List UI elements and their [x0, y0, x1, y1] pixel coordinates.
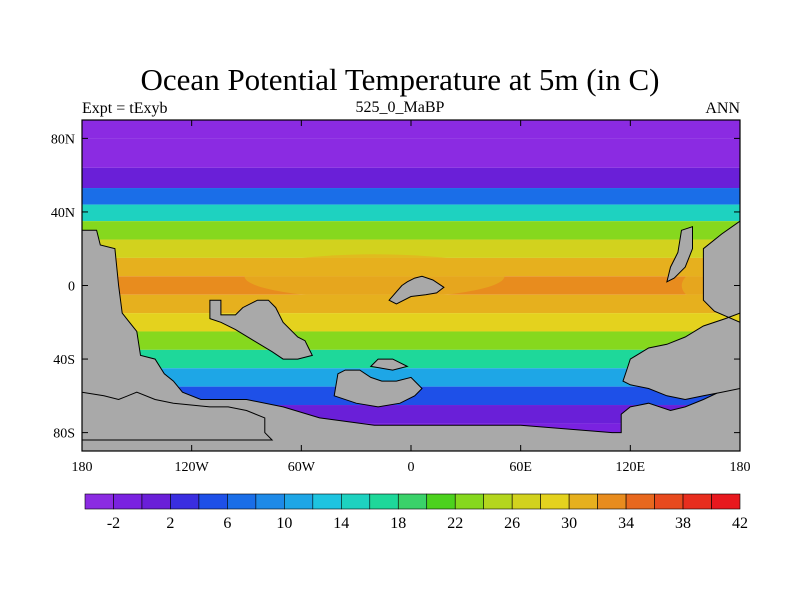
temperature-band: [82, 188, 740, 205]
land-mass: [209, 299, 314, 360]
y-tick-label: 0: [68, 280, 75, 295]
x-tick-label: 0: [408, 460, 415, 475]
colorbar-swatch: [540, 493, 570, 510]
colorbar-swatch: [198, 493, 228, 510]
colorbar-swatch: [170, 493, 200, 510]
y-tick-label: 80N: [51, 132, 75, 147]
land-mass: [82, 391, 274, 451]
x-tick-label: 180: [730, 460, 751, 475]
colorbar-swatch: [312, 493, 342, 510]
colorbar-swatch: [113, 493, 143, 510]
temperature-band: [82, 204, 740, 222]
land-mass: [388, 275, 445, 305]
temperature-band: [82, 349, 740, 369]
colorbar-swatch: [568, 493, 598, 510]
temperature-band: [82, 239, 740, 258]
warm-pool: [244, 254, 505, 299]
land-mass: [666, 226, 693, 283]
colorbar-swatch: [141, 493, 171, 510]
y-tick-label: 40N: [51, 206, 75, 221]
x-tick-label: 60E: [509, 460, 532, 475]
colorbar-swatch: [341, 493, 371, 510]
experiment-label: Expt = tExyb: [82, 100, 168, 117]
colorbar-label: 18: [390, 515, 406, 532]
colorbar-label: 34: [618, 515, 634, 532]
colorbar-label: 38: [675, 515, 691, 532]
colorbar-label: 2: [166, 515, 174, 532]
land-mass: [622, 220, 740, 401]
colorbar-label: 10: [276, 515, 292, 532]
colorbar-swatch: [597, 493, 627, 510]
x-tick-label: 60W: [288, 460, 316, 475]
colorbar-swatch: [454, 493, 484, 510]
chart-title: Ocean Potential Temperature at 5m (in C): [140, 62, 660, 97]
colorbar-swatch: [625, 493, 655, 510]
land-mass: [369, 358, 409, 371]
y-tick-label: 80S: [53, 427, 75, 442]
colorbar-label: 42: [732, 515, 748, 532]
colorbar-swatch: [682, 493, 712, 510]
x-tick-label: 120E: [616, 460, 646, 475]
season-label: ANN: [705, 100, 740, 117]
temperature-band: [82, 120, 740, 139]
colorbar-swatch: [227, 493, 257, 510]
colorbar-swatch: [483, 493, 513, 510]
temperature-band: [82, 313, 740, 332]
colorbar-swatch: [369, 493, 399, 510]
colorbar-swatch: [284, 493, 314, 510]
colorbar-swatch: [255, 493, 285, 510]
x-tick-label: 120W: [175, 460, 210, 475]
colorbar-label: 30: [561, 515, 577, 532]
colorbar-swatch: [84, 493, 114, 510]
colorbar-label: 14: [333, 515, 349, 532]
colorbar-swatch: [397, 493, 428, 510]
colorbar-label: 6: [223, 515, 231, 532]
colorbar-swatch: [511, 493, 541, 510]
period-label: 525_0_MaBP: [355, 99, 445, 116]
colorbar-swatch: [711, 493, 741, 510]
temperature-band: [82, 331, 740, 350]
colorbar-swatch: [654, 493, 684, 510]
y-tick-label: 40S: [53, 353, 75, 368]
temperature-band: [82, 138, 740, 168]
x-tick-label: 180: [72, 460, 93, 475]
colorbar-swatch: [426, 493, 456, 510]
temperature-band: [82, 221, 740, 240]
temperature-band: [82, 167, 740, 189]
land-mass: [333, 369, 423, 408]
colorbar-label: 26: [504, 515, 520, 532]
temperature-band: [82, 294, 740, 314]
colorbar-label: 22: [447, 515, 463, 532]
colorbar-label: -2: [107, 515, 120, 532]
